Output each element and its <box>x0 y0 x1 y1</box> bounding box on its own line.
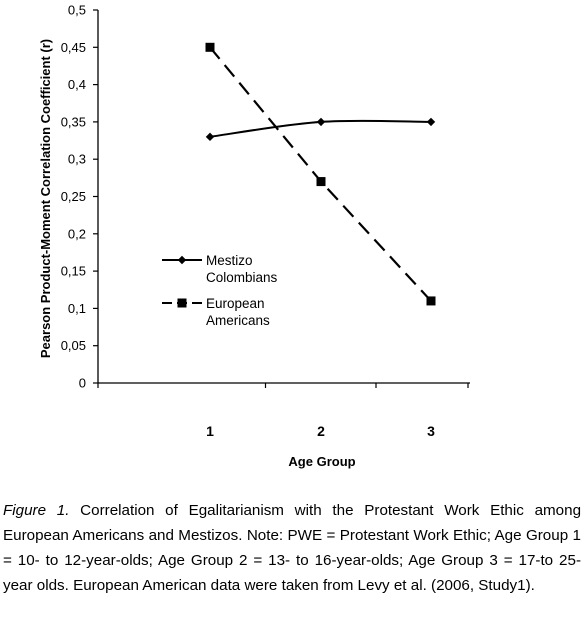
x-axis: 1 2 3 <box>97 382 470 439</box>
y-tick-label: 0 <box>79 376 86 391</box>
y-tick-label: 0,4 <box>68 77 86 92</box>
y-tick-label: 0,3 <box>68 152 86 167</box>
y-tick-label: 0,1 <box>68 301 86 316</box>
legend-label-2: European <box>206 296 265 311</box>
y-tick-label: 0,25 <box>61 189 86 204</box>
y-axis-title: Pearson Product-Moment Correlation Coeff… <box>38 39 53 358</box>
data-point-series-1 <box>426 117 436 127</box>
legend: Mestizo Colombians European Americans <box>162 253 278 328</box>
y-axis: 0 0,05 0,1 0,15 0,2 0,25 0,3 0,35 0,4 0,45 0,5 <box>61 3 99 391</box>
data-point-series-2 <box>205 42 215 52</box>
series-layer <box>205 42 436 306</box>
y-tick-label: 0,05 <box>61 338 86 353</box>
legend-label-1: Colombians <box>206 270 278 285</box>
x-tick-label: 3 <box>427 423 435 439</box>
y-tick-label: 0,5 <box>68 3 86 18</box>
caption-text: Correlation of Egalitarianism with the P… <box>3 502 582 594</box>
data-point-series-1 <box>205 132 215 142</box>
legend-marker-1 <box>177 255 187 265</box>
legend-label-2: Americans <box>206 313 270 328</box>
y-tick-label: 0,35 <box>61 114 86 129</box>
data-point-series-1 <box>316 117 326 127</box>
x-tick-label: 2 <box>317 423 325 439</box>
figure-caption: Figure 1. Correlation of Egalitarianism … <box>3 498 581 598</box>
figure-label: Figure 1. <box>3 502 70 519</box>
line-chart: 0 0,05 0,1 0,15 0,2 0,25 0,3 0,35 0,4 0,45 0,5 1 2 3… <box>38 3 470 469</box>
x-axis-title: Age Group <box>288 454 355 469</box>
y-tick-label: 0,45 <box>61 40 86 55</box>
y-tick-label: 0,15 <box>61 264 86 279</box>
y-tick-label: 0,2 <box>68 226 86 241</box>
legend-label-1: Mestizo <box>206 253 253 268</box>
data-point-series-2 <box>316 177 326 187</box>
legend-marker-2 <box>177 298 187 308</box>
x-tick-label: 1 <box>206 423 214 439</box>
data-point-series-2 <box>426 296 436 306</box>
